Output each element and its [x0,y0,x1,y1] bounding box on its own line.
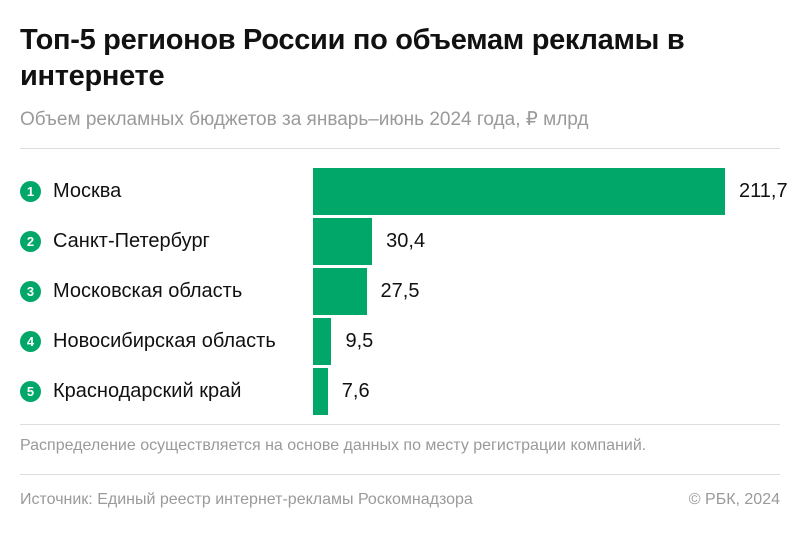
divider [20,424,780,425]
rank-badge: 2 [20,231,41,252]
category-label: Санкт-Петербург [53,230,210,252]
rank-badge: 3 [20,281,41,302]
value-label: 7,6 [341,380,370,402]
bar-row: 3 Московская область 27,5 [0,268,800,315]
footnote: Распределение осуществляется на основе д… [20,437,647,454]
bar [313,218,373,265]
divider [20,474,780,475]
rank-badge: 5 [20,381,41,402]
rank-badge: 4 [20,331,41,352]
value-label: 30,4 [386,230,426,252]
bar [313,368,328,415]
category-label: Краснодарский край [53,380,242,402]
category-label: Москва [53,180,122,202]
rank-badge: 1 [20,181,41,202]
bar [313,318,332,365]
value-label: 211,7 [739,180,788,202]
bar [313,268,367,315]
bar-row: 2 Санкт-Петербург 30,4 [0,218,800,265]
source: Источник: Единый реестр интернет-рекламы… [20,491,473,508]
value-label: 9,5 [345,330,374,352]
chart-title: Топ-5 регионов России по объемам рекламы… [20,24,685,92]
chart-subtitle: Объем рекламных бюджетов за январь–июнь … [20,109,589,130]
category-label: Московская область [53,280,243,302]
bar [313,168,725,215]
bar-row: 1 Москва 211,7 [0,168,800,215]
bar-row: 5 Краснодарский край 7,6 [0,368,800,415]
bar-row: 4 Новосибирская область 9,5 [0,318,800,365]
copyright: © РБК, 2024 [688,491,780,508]
value-label: 27,5 [380,280,420,302]
divider [20,148,780,149]
category-label: Новосибирская область [53,330,276,352]
